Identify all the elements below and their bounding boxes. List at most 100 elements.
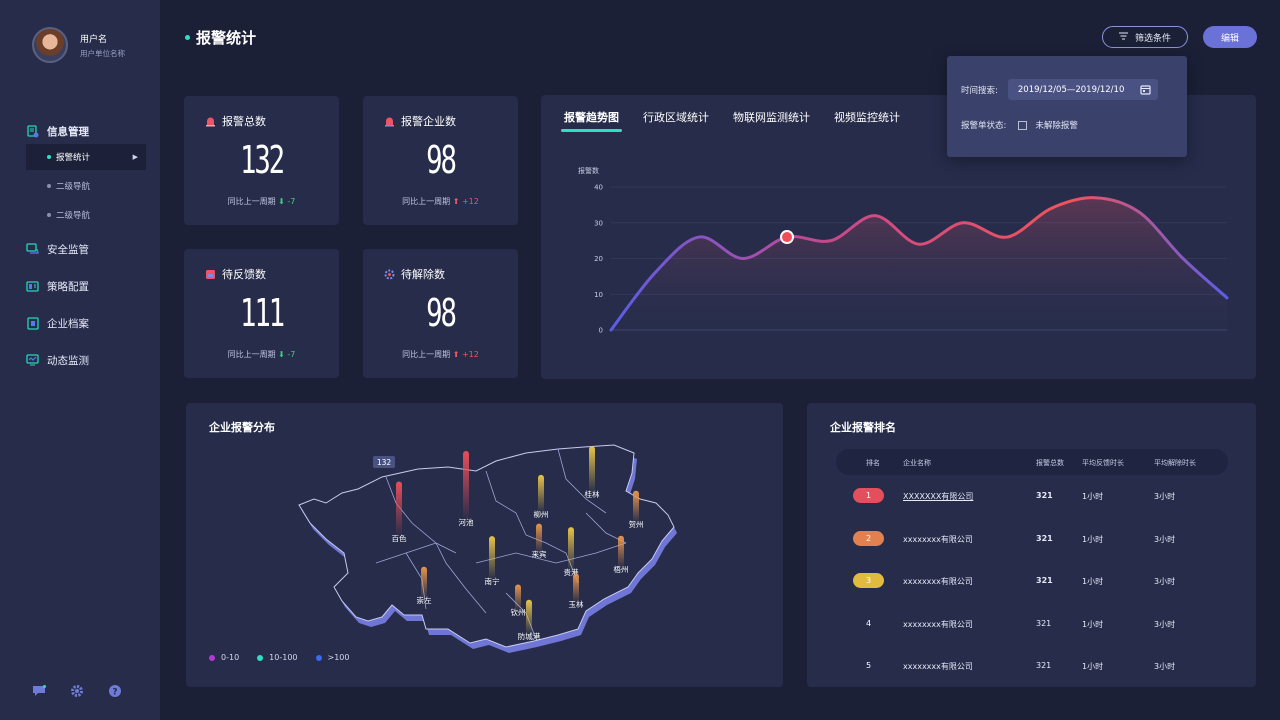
- avg-release-time: 3小时: [1154, 620, 1176, 629]
- sidebar-item-enterprise[interactable]: 企业档案: [26, 312, 146, 334]
- tab-region-stats[interactable]: 行政区域统计: [643, 111, 709, 124]
- company-name: xxxxxxxx有限公司: [903, 535, 973, 544]
- column-header: 排名: [866, 459, 880, 467]
- city-bar[interactable]: [463, 451, 469, 521]
- stat-card-pending-release: 待解除数 98 同比上一周期 ⬆ +12: [363, 249, 518, 378]
- page-title: 报警统计: [185, 27, 256, 48]
- safety-icon: [26, 243, 39, 256]
- tab-video-stats[interactable]: 视频监控统计: [834, 111, 900, 124]
- sidebar-nav: 信息管理 报警统计 ▶ 二级导航 二级导航 安全监管: [26, 120, 146, 386]
- sidebar-subitem-secondary-nav[interactable]: 二级导航: [26, 202, 146, 228]
- sidebar-item-label: 动态监测: [47, 354, 89, 367]
- user-name: 用户名: [80, 34, 108, 45]
- user-profile[interactable]: 用户名 用户单位名称: [32, 27, 125, 63]
- company-name-link[interactable]: XXXXXXX有限公司: [903, 492, 974, 501]
- sidebar-item-label: 信息管理: [47, 125, 89, 138]
- trend-line: [609, 196, 1229, 332]
- filter-icon: [1118, 32, 1128, 43]
- time-search-label: 时间搜索:: [961, 85, 998, 96]
- calendar-icon[interactable]: [1140, 84, 1151, 95]
- sidebar-subitem-alarm-stats[interactable]: 报警统计 ▶: [26, 144, 146, 170]
- avg-feedback-time: 1小时: [1082, 662, 1104, 671]
- city-label: 桂林: [585, 489, 600, 499]
- sidebar-item-label: 企业档案: [47, 317, 89, 330]
- stat-delta: +12: [461, 350, 479, 359]
- table-row[interactable]: 5 xxxxxxxx有限公司 321 1小时 3小时: [836, 657, 1228, 677]
- caret-right-icon: ▶: [132, 153, 138, 161]
- company-name: xxxxxxxx有限公司: [903, 620, 973, 629]
- legend-dot-icon: [257, 654, 264, 661]
- map-card: 企业报警分布 百色 河池 柳州 桂林 贺州 来宾 梧州 南宁 贵港 崇左 钦州 玉林 防城港 132 0…: [186, 403, 783, 687]
- legend-label: 10-100: [269, 653, 298, 662]
- ranking-card: 企业报警排名 排名 企业名称 报警总数 平均反馈时长 平均解除时长 1 XXXX…: [807, 403, 1256, 687]
- legend-label: >100: [327, 653, 350, 662]
- alarm-total: 321: [1036, 661, 1052, 670]
- filter-button[interactable]: 筛选条件: [1102, 26, 1188, 48]
- map-title: 企业报警分布: [209, 421, 275, 434]
- city-bar[interactable]: [633, 490, 639, 523]
- city-bar[interactable]: [568, 527, 574, 571]
- city-label: 河池: [459, 517, 474, 527]
- city-bar[interactable]: [489, 536, 495, 580]
- info-doc-icon: [26, 124, 39, 138]
- table-row[interactable]: 4 xxxxxxxx有限公司 321 1小时 3小时: [836, 615, 1228, 635]
- city-bar[interactable]: [421, 566, 427, 599]
- sidebar-item-strategy[interactable]: 策略配置: [26, 275, 146, 297]
- city-label: 防城港: [518, 631, 541, 641]
- avg-release-time: 3小时: [1154, 577, 1176, 586]
- highlight-point[interactable]: [782, 232, 792, 243]
- table-row[interactable]: 2 xxxxxxxx有限公司 321 1小时 3小时: [836, 530, 1228, 550]
- avatar[interactable]: [32, 27, 68, 63]
- stat-value: 98: [426, 291, 457, 335]
- city-bar[interactable]: [538, 474, 544, 513]
- stat-card-pending-feedback: 待反馈数 111 同比上一周期 ⬇ -7: [184, 249, 339, 378]
- sidebar-item-monitor[interactable]: 动态监测: [26, 349, 146, 371]
- settings-icon[interactable]: [69, 683, 85, 699]
- avg-feedback-time: 1小时: [1082, 492, 1104, 501]
- y-tick-label: 20: [594, 255, 603, 263]
- alarm-total: 321: [1036, 619, 1052, 628]
- rank-badge: 3: [853, 573, 884, 588]
- avg-release-time: 3小时: [1154, 492, 1176, 501]
- sidebar-item-safety[interactable]: 安全监管: [26, 238, 146, 260]
- city-bar[interactable]: [536, 523, 542, 553]
- enterprise-alarm-icon: [383, 115, 395, 127]
- city-bar[interactable]: [515, 584, 521, 612]
- rank-number: 5: [865, 661, 872, 670]
- tab-iot-stats[interactable]: 物联网监测统计: [733, 111, 810, 124]
- legend-item: >100: [315, 653, 350, 662]
- tab-alarm-trend[interactable]: 报警趋势图: [561, 109, 622, 132]
- rank-badge: 1: [853, 488, 884, 503]
- help-icon[interactable]: ?: [107, 683, 123, 699]
- svg-text:?: ?: [112, 688, 117, 698]
- trend-area: [611, 197, 1227, 330]
- sidebar-subitem-secondary-nav[interactable]: 二级导航: [26, 173, 146, 199]
- city-bar[interactable]: [573, 573, 579, 603]
- rank-badge: 2: [853, 531, 884, 546]
- city-label: 玉林: [569, 599, 584, 609]
- table-row[interactable]: 3 xxxxxxxx有限公司 321 1小时 3小时: [836, 572, 1228, 592]
- column-header: 报警总数: [1036, 459, 1064, 467]
- city-label: 来宾: [532, 549, 547, 559]
- stat-delta: +12: [461, 197, 479, 206]
- table-row[interactable]: 1 XXXXXXX有限公司 321 1小时 3小时: [836, 487, 1228, 507]
- edit-button[interactable]: 编辑: [1203, 26, 1257, 48]
- alarm-icon: [204, 115, 216, 127]
- message-icon[interactable]: [31, 683, 47, 699]
- stat-value: 132: [240, 138, 285, 182]
- stat-compare-label: 同比上一周期: [402, 350, 451, 359]
- alarm-total: 321: [1036, 491, 1053, 500]
- y-tick-label: 40: [594, 184, 603, 192]
- arrow-down-icon: ⬇: [278, 350, 285, 359]
- trend-chart: 报警数 0 10 20 30 40: [578, 166, 1229, 335]
- city-bar[interactable]: [526, 599, 532, 635]
- city-bar[interactable]: [618, 535, 624, 568]
- sidebar-item-info-management[interactable]: 信息管理: [26, 120, 146, 142]
- unreleased-alarm-checkbox[interactable]: [1018, 120, 1028, 130]
- stat-label: 报警企业数: [401, 115, 456, 128]
- city-bar[interactable]: [589, 446, 595, 493]
- stat-compare-label: 同比上一周期: [402, 197, 451, 206]
- legend-dot-icon: [315, 654, 322, 661]
- city-bar[interactable]: [396, 481, 402, 538]
- date-range-input[interactable]: 2019/12/05—2019/12/10: [1007, 79, 1158, 100]
